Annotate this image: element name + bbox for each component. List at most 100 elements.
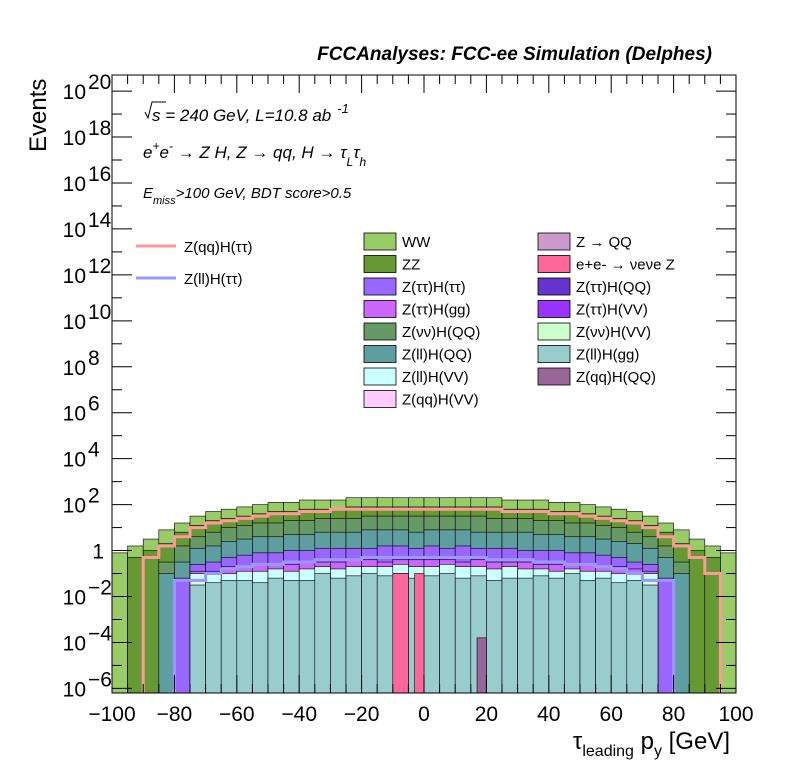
annotation-lumi-exp: -1: [337, 101, 349, 116]
x-tick-label: −20: [344, 703, 380, 726]
bar-z-h-: [174, 577, 191, 694]
y-tick-label-exp: −4: [88, 622, 112, 645]
bar-z-ll-h-gg-: [439, 573, 456, 694]
legend-label: Z(νν)H(QQ): [402, 324, 480, 341]
bar-z-ll-h-gg-: [564, 573, 581, 694]
y-tick-label-exp: 2: [88, 485, 100, 508]
legend-swatch: [537, 277, 571, 296]
bar-z-ll-h-gg-: [283, 580, 300, 694]
legend-label: Z → QQ: [576, 234, 632, 251]
bar-z-ll-h-gg-: [376, 575, 394, 694]
y-tick-label: 10: [63, 219, 86, 242]
x-axis-label-sub: leading: [582, 743, 634, 760]
x-tick-label: 40: [537, 703, 560, 726]
line-z-qq-h-: [141, 507, 722, 693]
bar-z-ll-h-gg-: [595, 577, 612, 694]
y-tick-label: 10: [63, 632, 86, 655]
legend-swatch: [363, 255, 397, 273]
axis-ticks: [111, 75, 737, 693]
bar-z-ll-h-gg-: [345, 575, 362, 694]
y-axis-label: Events: [25, 79, 52, 152]
x-tick-label: 100: [718, 703, 753, 726]
x-tick-label: −40: [281, 703, 317, 726]
x-axis-label-rest: p: [634, 728, 654, 755]
legend-label: Z(ττ)H(QQ): [576, 279, 651, 296]
bar-zz: [688, 550, 706, 694]
legend-label: Z(ττ)H(gg): [402, 302, 471, 319]
bar-z-ll-h-gg-: [220, 580, 238, 694]
bar-z-ll-h-gg-: [517, 577, 534, 694]
sqrt-sign: [144, 101, 166, 120]
y-tick-label-exp: −2: [88, 577, 112, 600]
y-tick-label: 1: [92, 541, 104, 564]
overlay-lines: [141, 507, 722, 693]
y-tick-label-exp: 20: [88, 71, 111, 94]
bar-z-ll-h-qq-: [158, 573, 175, 694]
bar-z-ll-h-gg-: [548, 577, 565, 694]
y-tick-label: 10: [63, 587, 86, 610]
legend-swatch: [537, 232, 571, 251]
y-tick-label: 10: [63, 678, 86, 701]
bar-z-ll-h-gg-: [189, 584, 206, 694]
legend-swatch: [363, 277, 397, 296]
legend-label: WW: [402, 234, 431, 251]
annotation-line-1: s = 240 GeV, L=10.8 ab -1: [152, 101, 349, 125]
legend-swatch: [537, 300, 571, 318]
bar-z-ll-h-gg-: [252, 582, 269, 694]
y-tick-label: 10: [63, 127, 86, 150]
bar-zz: [704, 557, 721, 694]
bar-z-ll-h-gg-: [314, 573, 331, 694]
y-tick-label-exp: 6: [88, 393, 100, 416]
y-tick-label-exp: −6: [88, 668, 112, 691]
x-axis-label-main: τ: [573, 728, 583, 755]
y-tick-label-exp: 10: [88, 301, 111, 324]
x-tick-label: 0: [418, 703, 430, 726]
annotation-line-3: Emiss>100 GeV, BDT score>0.5: [143, 185, 352, 207]
x-tick-label: −100: [88, 703, 135, 726]
y-tick-label: 10: [63, 357, 86, 380]
bar-z-ll-h-gg-: [298, 580, 316, 694]
legend-swatch: [537, 345, 571, 363]
bar-z-ll-h-gg-: [267, 577, 284, 694]
legend-label: Z(ττ)H(ττ): [402, 279, 466, 296]
bar-z-ll-h-gg-: [361, 573, 378, 694]
legend-label: ZZ: [402, 257, 420, 274]
bar-z-ll-h-gg-: [626, 580, 643, 694]
legend-swatch: [363, 345, 397, 363]
annotation-line-2: e+e- → Z H, Z → qq, H → τLτh: [143, 139, 367, 169]
y-tick-label-exp: 12: [88, 255, 111, 278]
bar-z-ll-h-gg-: [454, 577, 472, 694]
legend-swatch: [537, 255, 571, 273]
legend-label: Z(qq)H(QQ): [576, 369, 656, 386]
bar-spike: [476, 637, 487, 694]
legend-label: Z(ll)H(gg): [576, 347, 639, 364]
bar-zz: [142, 550, 160, 694]
legend-swatch: [363, 300, 397, 318]
legend-line-label: Z(qq)H(ττ): [184, 239, 253, 256]
legend-label: Z(ττ)H(VV): [576, 302, 648, 319]
y-tick-label: 10: [63, 449, 86, 472]
bar-z-h-: [657, 577, 674, 694]
y-tick-label-exp: 8: [88, 347, 100, 370]
bar-z-ll-h-gg-: [532, 575, 550, 694]
x-tick-label: −80: [157, 703, 193, 726]
legend-swatch: [537, 322, 571, 341]
y-tick-label: 10: [63, 265, 86, 288]
chart-title: FCCAnalyses: FCC-ee Simulation (Delphes): [317, 44, 712, 65]
bar-z-ll-h-gg-: [330, 577, 347, 694]
x-tick-label: 60: [600, 703, 623, 726]
x-axis-label-sub2: y: [654, 743, 662, 760]
bar-z-ll-h-gg-: [205, 582, 222, 694]
bar-z-ll-h-gg-: [486, 580, 503, 694]
bar-spike: [392, 573, 409, 694]
bar-z-ll-h-gg-: [610, 582, 628, 694]
y-tick-label-exp: 16: [88, 163, 111, 186]
bar-spike: [414, 573, 425, 694]
y-tick-label-exp: 14: [88, 209, 112, 232]
bar-z-ll-h-qq-: [673, 573, 690, 694]
legend-swatch: [363, 322, 397, 341]
legend-swatch: [363, 390, 397, 408]
legend-label: Z(ll)H(QQ): [402, 347, 472, 364]
